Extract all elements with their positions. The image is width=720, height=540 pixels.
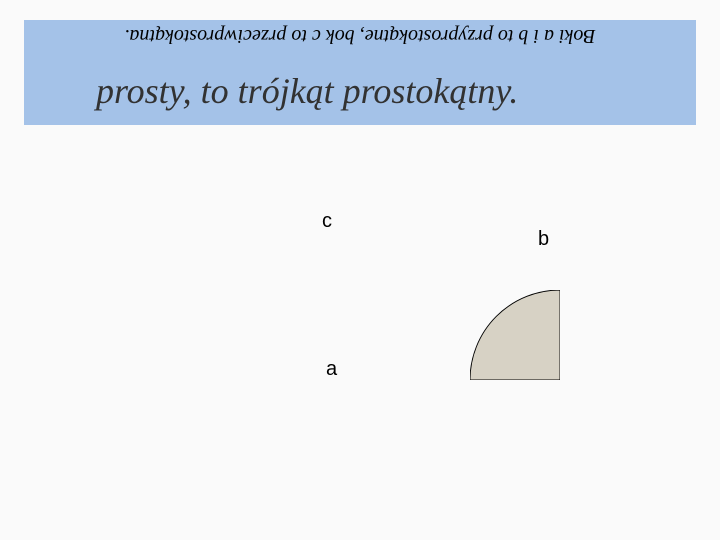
- header-line-main: prosty, to trójkąt prostokątny.: [96, 70, 518, 112]
- label-c: c: [322, 210, 332, 233]
- right-angle-arc: [470, 290, 560, 380]
- label-a: a: [326, 358, 337, 381]
- label-b: b: [538, 228, 549, 251]
- header-line-flipped: Boki a i b to przyprostokątne, bok c to …: [50, 24, 670, 47]
